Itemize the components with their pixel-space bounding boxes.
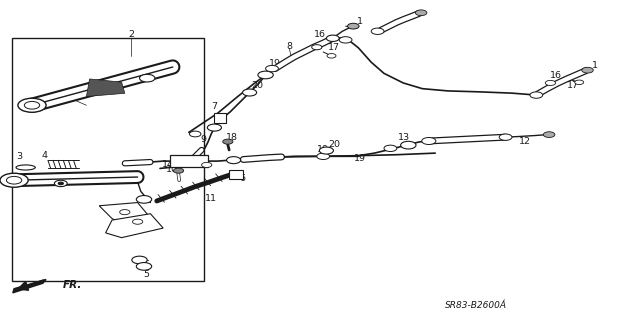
Text: 19: 19	[269, 59, 281, 68]
Text: 17: 17	[567, 81, 579, 90]
Text: 19: 19	[215, 116, 227, 125]
Circle shape	[582, 67, 593, 73]
Circle shape	[132, 256, 147, 264]
Circle shape	[202, 162, 212, 167]
Circle shape	[120, 210, 130, 215]
Circle shape	[312, 45, 322, 50]
Bar	[12, 38, 204, 281]
Text: 20: 20	[328, 140, 340, 149]
Polygon shape	[106, 214, 163, 238]
Circle shape	[339, 37, 352, 43]
Circle shape	[422, 137, 436, 145]
Text: 10: 10	[166, 165, 177, 174]
Text: 11: 11	[205, 194, 217, 203]
Circle shape	[327, 54, 336, 58]
Circle shape	[227, 157, 241, 164]
Text: 1: 1	[592, 61, 598, 70]
Text: 5: 5	[143, 271, 149, 279]
Text: 3: 3	[16, 152, 22, 161]
Bar	[229, 170, 243, 179]
Circle shape	[371, 28, 384, 34]
Circle shape	[530, 92, 543, 98]
Text: 9: 9	[200, 135, 207, 144]
Text: 6: 6	[239, 174, 245, 182]
Text: 15: 15	[65, 91, 76, 100]
Circle shape	[173, 168, 184, 173]
Circle shape	[545, 80, 556, 85]
Text: 14: 14	[162, 160, 173, 169]
Circle shape	[223, 139, 233, 144]
Text: 16: 16	[314, 30, 326, 39]
Circle shape	[326, 35, 339, 41]
Circle shape	[415, 10, 427, 16]
Circle shape	[401, 141, 416, 149]
Circle shape	[58, 182, 63, 185]
Text: FR.: FR.	[63, 279, 82, 290]
Bar	[170, 155, 208, 167]
Circle shape	[136, 196, 152, 203]
Text: 12: 12	[519, 137, 531, 146]
Text: 8: 8	[286, 42, 292, 51]
Text: 1: 1	[356, 17, 363, 26]
Text: 2: 2	[128, 30, 134, 39]
Circle shape	[6, 176, 22, 184]
Circle shape	[243, 89, 257, 96]
Circle shape	[207, 124, 221, 131]
Text: SR83-B2600Á: SR83-B2600Á	[445, 301, 507, 310]
Circle shape	[499, 134, 512, 140]
Circle shape	[258, 71, 273, 79]
Circle shape	[0, 173, 28, 187]
Text: 18: 18	[226, 133, 237, 142]
Text: 16: 16	[550, 71, 561, 80]
Bar	[214, 113, 226, 123]
Text: 20: 20	[252, 81, 263, 90]
Polygon shape	[13, 279, 46, 293]
Circle shape	[54, 180, 67, 187]
Circle shape	[348, 23, 359, 29]
Circle shape	[266, 65, 278, 72]
Circle shape	[384, 145, 397, 152]
Polygon shape	[86, 79, 125, 96]
Circle shape	[317, 153, 330, 160]
Text: 7: 7	[211, 102, 218, 111]
Circle shape	[24, 101, 40, 109]
Circle shape	[543, 132, 555, 137]
Circle shape	[140, 74, 155, 82]
Polygon shape	[99, 203, 154, 228]
Circle shape	[18, 98, 46, 112]
Circle shape	[136, 263, 152, 270]
Circle shape	[132, 219, 143, 224]
Text: 19: 19	[354, 154, 365, 163]
Text: 17: 17	[328, 43, 340, 52]
Ellipse shape	[16, 165, 35, 170]
Text: 19: 19	[317, 145, 328, 154]
Circle shape	[319, 147, 333, 154]
Circle shape	[575, 80, 584, 85]
Text: 4: 4	[42, 151, 48, 160]
Circle shape	[189, 131, 201, 137]
Text: 13: 13	[399, 133, 410, 142]
Text: 21: 21	[63, 175, 75, 184]
